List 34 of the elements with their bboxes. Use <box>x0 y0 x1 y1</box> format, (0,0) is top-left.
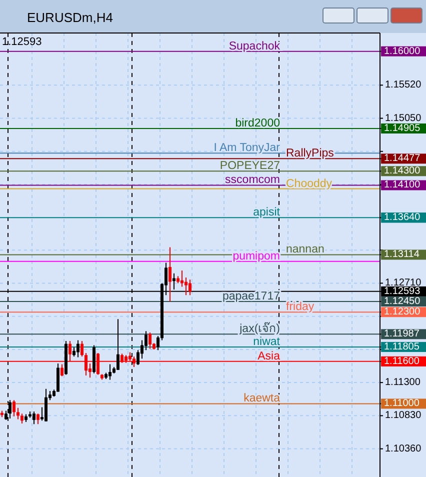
ref-line-label: papae1717 <box>222 290 280 303</box>
text: 1.10360 <box>385 443 422 454</box>
ref-line-label: apisit <box>253 206 281 219</box>
ref-line-label: niwat <box>253 336 281 348</box>
ref-line-label: kaewta <box>244 392 281 405</box>
y-tick-label: 1.14477 <box>384 153 421 164</box>
y-tick-label: 1.11000 <box>384 398 420 410</box>
y-tick-label: 1.14300 <box>384 166 421 177</box>
y-tick-label: 1.11600 <box>384 356 420 367</box>
text: 1.10830 <box>385 410 422 422</box>
ref-line-label: nannan <box>286 244 324 256</box>
chart-title: EURUSDm,H4 <box>27 10 113 25</box>
ref-line-label: Supachok <box>228 40 280 52</box>
y-tick-label: 1.14905 <box>384 122 421 134</box>
ref-line-label: jax(เจ๊ก) <box>238 322 280 336</box>
ref-line-label: bird2000 <box>235 117 280 130</box>
ref-line-label: POPEYE27 <box>220 160 280 172</box>
annotation: 1.12593 <box>2 36 42 48</box>
y-tick-label: 1.12593 <box>384 286 421 297</box>
text: 1.15520 <box>385 80 422 91</box>
y-tick-label: 1.12300 <box>384 306 421 318</box>
ref-line-label: friday <box>286 301 314 314</box>
text: 1.15050 <box>385 112 422 124</box>
ref-line-label: I Am TonyJar <box>214 142 280 154</box>
y-tick-label: 1.13640 <box>384 212 421 224</box>
ref-line-label: Asia <box>258 350 281 362</box>
text: 1.11300 <box>385 377 420 388</box>
y-tick-label: 1.11987 <box>384 328 420 340</box>
y-tick-label: 1.13114 <box>384 249 420 260</box>
y-tick-label: 1.14100 <box>384 180 421 191</box>
y-tick-label: 1.12450 <box>384 296 421 308</box>
y-tick-label: 1.16000 <box>384 46 421 57</box>
y-tick-label: 1.11805 <box>384 341 420 352</box>
ref-line-label: sscomcom <box>225 174 280 186</box>
